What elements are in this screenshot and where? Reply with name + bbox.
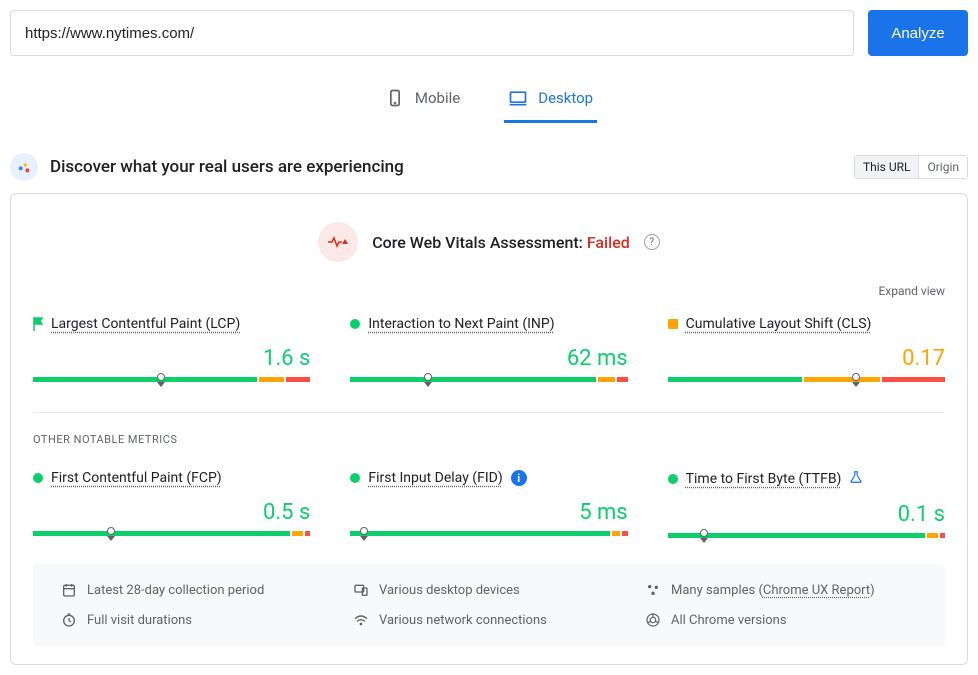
percentile-marker bbox=[424, 373, 432, 381]
metric-value: 62 ms bbox=[350, 346, 627, 371]
crux-report-link[interactable]: Chrome UX Report bbox=[763, 583, 870, 598]
scope-toggle: This URL Origin bbox=[854, 155, 968, 179]
footer-versions: All Chrome versions bbox=[671, 613, 787, 628]
metric-card: Largest Contentful Paint (LCP) 1.6 s bbox=[33, 316, 310, 382]
percentile-marker bbox=[852, 373, 860, 381]
expand-view-button[interactable]: Expand view bbox=[33, 284, 945, 298]
divider bbox=[33, 412, 945, 413]
devices-icon bbox=[353, 582, 369, 598]
percentile-marker bbox=[360, 527, 368, 535]
metric-card: Time to First Byte (TTFB) 0.1 s bbox=[668, 470, 945, 538]
status-dot-icon bbox=[668, 474, 678, 484]
metric-name-link[interactable]: Largest Contentful Paint (LCP) bbox=[51, 316, 240, 332]
clock-icon bbox=[61, 612, 77, 628]
experimental-flask-icon[interactable] bbox=[849, 470, 863, 488]
footer-devices: Various desktop devices bbox=[379, 583, 520, 598]
distribution-bar bbox=[33, 531, 310, 536]
percentile-marker bbox=[157, 373, 165, 381]
metric-name-link[interactable]: Cumulative Layout Shift (CLS) bbox=[686, 316, 872, 332]
device-tabs: Mobile Desktop bbox=[10, 80, 968, 123]
distribution-bar bbox=[33, 377, 310, 382]
metric-name-link[interactable]: Interaction to Next Paint (INP) bbox=[368, 316, 554, 332]
gauge-icon bbox=[10, 153, 38, 181]
scope-origin-button[interactable]: Origin bbox=[918, 156, 967, 178]
other-metrics-heading: OTHER NOTABLE METRICS bbox=[33, 433, 945, 446]
tab-label: Desktop bbox=[538, 89, 593, 107]
analyze-button[interactable]: Analyze bbox=[868, 10, 968, 56]
crux-card: Core Web Vitals Assessment: Failed ? Exp… bbox=[10, 193, 968, 665]
tab-desktop[interactable]: Desktop bbox=[504, 80, 597, 123]
metric-value: 0.5 s bbox=[33, 500, 310, 525]
distribution-bar bbox=[668, 533, 945, 538]
info-icon[interactable]: i bbox=[511, 470, 527, 486]
metric-card: First Contentful Paint (FCP) 0.5 s bbox=[33, 470, 310, 538]
tab-label: Mobile bbox=[415, 89, 460, 107]
cwv-status-icon bbox=[318, 222, 358, 262]
metric-card: First Input Delay (FID) i 5 ms bbox=[350, 470, 627, 538]
calendar-icon bbox=[61, 582, 77, 598]
status-dot-icon bbox=[350, 473, 360, 483]
metric-value: 1.6 s bbox=[33, 346, 310, 371]
status-flag-icon bbox=[33, 317, 43, 331]
percentile-marker bbox=[107, 527, 115, 535]
distribution-bar bbox=[668, 377, 945, 382]
status-dot-icon bbox=[33, 473, 43, 483]
distribution-bar bbox=[350, 377, 627, 382]
metric-value: 0.17 bbox=[668, 346, 945, 371]
section-title: Discover what your real users are experi… bbox=[50, 157, 842, 177]
desktop-icon bbox=[508, 88, 528, 108]
metric-card: Interaction to Next Paint (INP) 62 ms bbox=[350, 316, 627, 382]
tab-mobile[interactable]: Mobile bbox=[381, 80, 464, 123]
footer-samples: Many samples (Chrome UX Report) bbox=[671, 583, 875, 598]
metric-name-link[interactable]: First Input Delay (FID) bbox=[368, 470, 502, 486]
metric-value: 0.1 s bbox=[668, 502, 945, 527]
wifi-icon bbox=[353, 612, 369, 628]
metric-name-link[interactable]: First Contentful Paint (FCP) bbox=[51, 470, 222, 486]
metric-card: Cumulative Layout Shift (CLS) 0.17 bbox=[668, 316, 945, 382]
metric-name-link[interactable]: Time to First Byte (TTFB) bbox=[686, 471, 842, 487]
status-dot-icon bbox=[350, 319, 360, 329]
percentile-marker bbox=[700, 529, 708, 537]
url-input[interactable] bbox=[10, 10, 854, 56]
help-icon[interactable]: ? bbox=[644, 234, 660, 250]
status-square-icon bbox=[668, 319, 678, 329]
metric-value: 5 ms bbox=[350, 500, 627, 525]
footer-network: Various network connections bbox=[379, 613, 547, 628]
footer-period: Latest 28-day collection period bbox=[87, 583, 264, 598]
scope-url-button[interactable]: This URL bbox=[855, 156, 919, 178]
chrome-icon bbox=[645, 612, 661, 628]
footer-durations: Full visit durations bbox=[87, 613, 192, 628]
cwv-assessment-text: Core Web Vitals Assessment: Failed bbox=[372, 233, 630, 252]
data-summary-footer: Latest 28-day collection period Various … bbox=[33, 564, 945, 646]
mobile-icon bbox=[385, 88, 405, 108]
samples-icon bbox=[645, 582, 661, 598]
distribution-bar bbox=[350, 531, 627, 536]
